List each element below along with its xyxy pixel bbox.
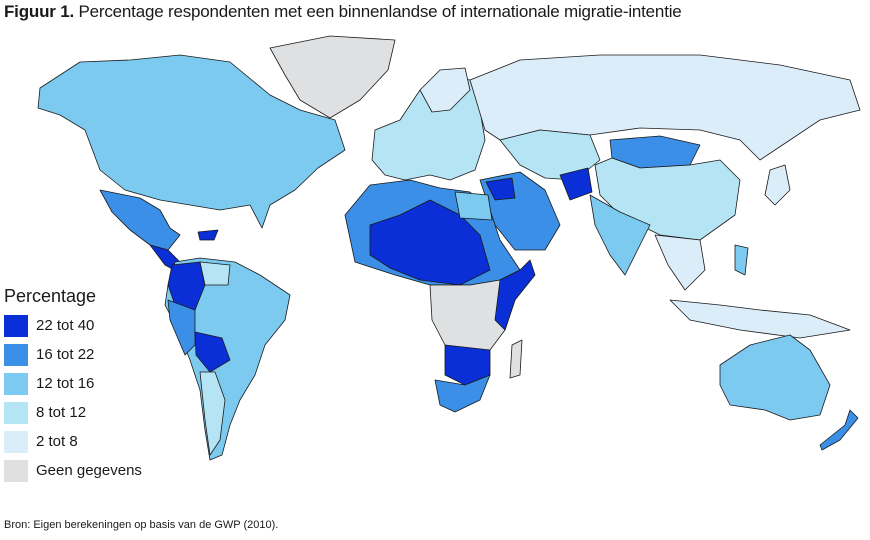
region-east-africa [494,259,536,331]
region-mexico [99,189,181,251]
region-madagascar [509,339,523,379]
figure-title: Figuur 1. Percentage respondenten met ee… [4,2,682,22]
region-peru [167,299,196,356]
region-bolivia [194,331,231,373]
legend-item: Geen gegevens [4,456,142,485]
region-syria-iraq [485,177,516,201]
legend-title: Percentage [4,286,97,306]
legend-swatch [4,372,28,395]
region-new-zealand [819,409,859,451]
region-central-africa [429,279,516,356]
region-venezuela [199,261,231,286]
legend-item: 2 tot 8 [4,427,142,456]
region-south-africa [434,374,491,413]
figure-title-text: Percentage respondenten met een binnenla… [78,2,682,21]
region-sahel [369,199,491,286]
figure-label: Figuur 1. [4,2,74,21]
legend-label: 12 tot 16 [36,375,95,392]
legend-item: 12 tot 16 [4,369,142,398]
legend-swatch [4,343,28,366]
source-note: Bron: Eigen berekeningen op basis van de… [4,519,279,531]
legend-label: 2 tot 8 [36,433,78,450]
legend-label: 8 tot 12 [36,404,87,421]
legend-swatch [4,459,28,482]
world-choropleth-map [37,35,861,461]
legend-item: 16 tot 22 [4,340,142,369]
region-greenland [269,35,396,119]
legend-item: 22 tot 40 [4,311,142,340]
legend-label: Geen gegevens [36,462,142,479]
region-scandinavia [419,67,471,113]
region-caribbean [197,229,219,241]
region-chile-argentina [199,371,226,456]
legend-swatch [4,314,28,337]
region-southeast-asia [654,234,706,291]
region-india [589,194,651,276]
region-japan [764,164,791,206]
legend-label: 22 tot 40 [36,317,95,334]
region-australia [719,334,831,421]
region-north-america [37,54,346,229]
legend-item: 8 tot 12 [4,398,142,427]
legend: Percentage 22 tot 40 16 tot 22 12 tot 16… [4,286,142,485]
region-philippines [734,244,749,276]
region-egypt [454,191,493,221]
legend-swatch [4,430,28,453]
legend-label: 16 tot 22 [36,346,95,363]
region-indonesia [669,299,851,339]
region-afghanistan [559,167,593,201]
legend-swatch [4,401,28,424]
